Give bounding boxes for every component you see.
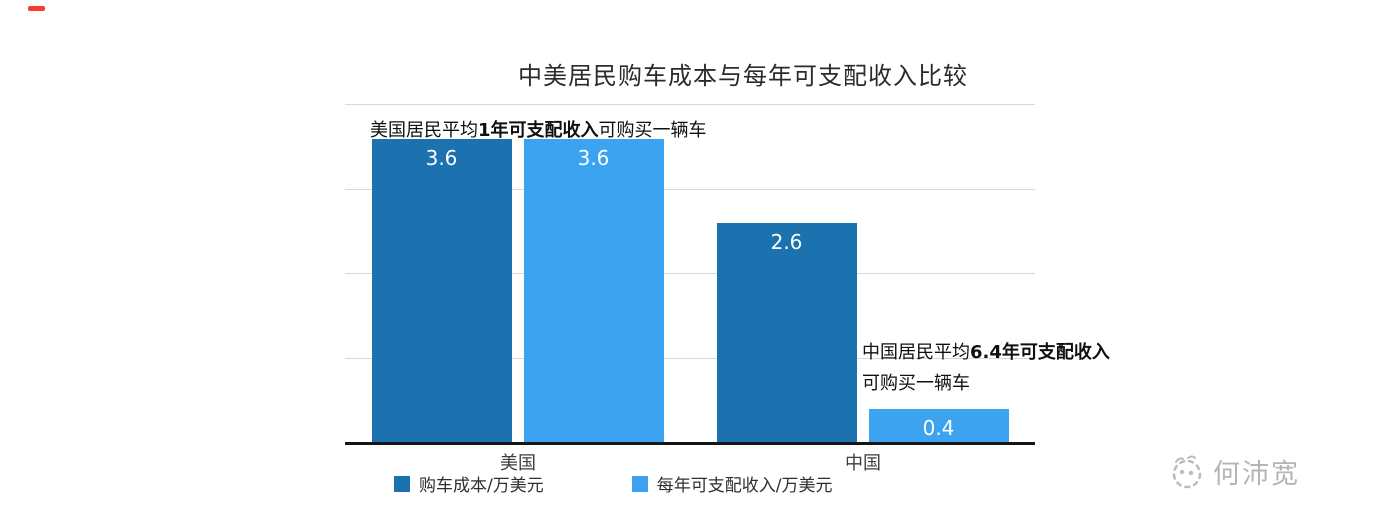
gridline <box>345 273 1035 274</box>
annotation-china-line1: 中国居民平均6.4年可支配收入 <box>862 337 1110 368</box>
bar-value-label: 3.6 <box>577 145 610 170</box>
x-axis-line <box>345 442 1035 445</box>
x-label-usa: 美国 <box>500 453 536 474</box>
legend-item-income: 每年可支配收入/万美元 <box>631 471 833 496</box>
legend-label-income: 每年可支配收入/万美元 <box>656 476 833 496</box>
bar-income-usa: 3.6 <box>523 138 664 443</box>
legend: 购车成本/万美元 每年可支配收入/万美元 <box>394 471 832 496</box>
gridline <box>345 188 1035 190</box>
x-label-china: 中国 <box>845 453 881 474</box>
plot-area: 3.6 3.6 2.6 0.4 <box>345 104 1035 443</box>
watermark-text: 何沛宽 <box>1213 458 1300 490</box>
gridline <box>345 104 1035 105</box>
legend-swatch-cost-icon <box>394 475 410 492</box>
bar-value-label: 0.4 <box>922 416 955 441</box>
annotation-usa-bold: 1年可支配收入 <box>478 120 599 141</box>
bar-value-label: 3.6 <box>425 145 458 170</box>
annotation-usa-pre: 美国居民平均 <box>370 120 478 141</box>
annotation-china-line1-pre: 中国居民平均 <box>862 342 970 363</box>
watermark: 何沛宽 <box>1166 450 1300 492</box>
gridline <box>345 357 1035 359</box>
annotation-china-line2: 可购买一辆车 <box>862 373 970 394</box>
annotation-usa-post: 可购买一辆车 <box>598 120 707 141</box>
bar-cost-usa: 3.6 <box>371 138 512 443</box>
annotation-china-line1-bold: 6.4年可支配收入 <box>970 342 1110 363</box>
legend-label-cost: 购车成本/万美元 <box>419 476 544 496</box>
bar-income-china: 0.4 <box>868 409 1009 443</box>
red-mark <box>28 6 45 11</box>
legend-swatch-income-icon <box>631 475 648 492</box>
legend-item-cost: 购车成本/万美元 <box>394 471 544 496</box>
annotation-usa: 美国居民平均1年可支配收入可购买一辆车 <box>370 116 707 142</box>
bar-value-label: 2.6 <box>770 230 803 255</box>
annotation-china: 中国居民平均6.4年可支配收入 可购买一辆车 <box>862 337 1110 399</box>
smiley-face-icon <box>1172 455 1202 489</box>
bar-cost-china: 2.6 <box>716 223 857 443</box>
chart-title: 中美居民购车成本与每年可支配收入比较 <box>518 62 968 90</box>
